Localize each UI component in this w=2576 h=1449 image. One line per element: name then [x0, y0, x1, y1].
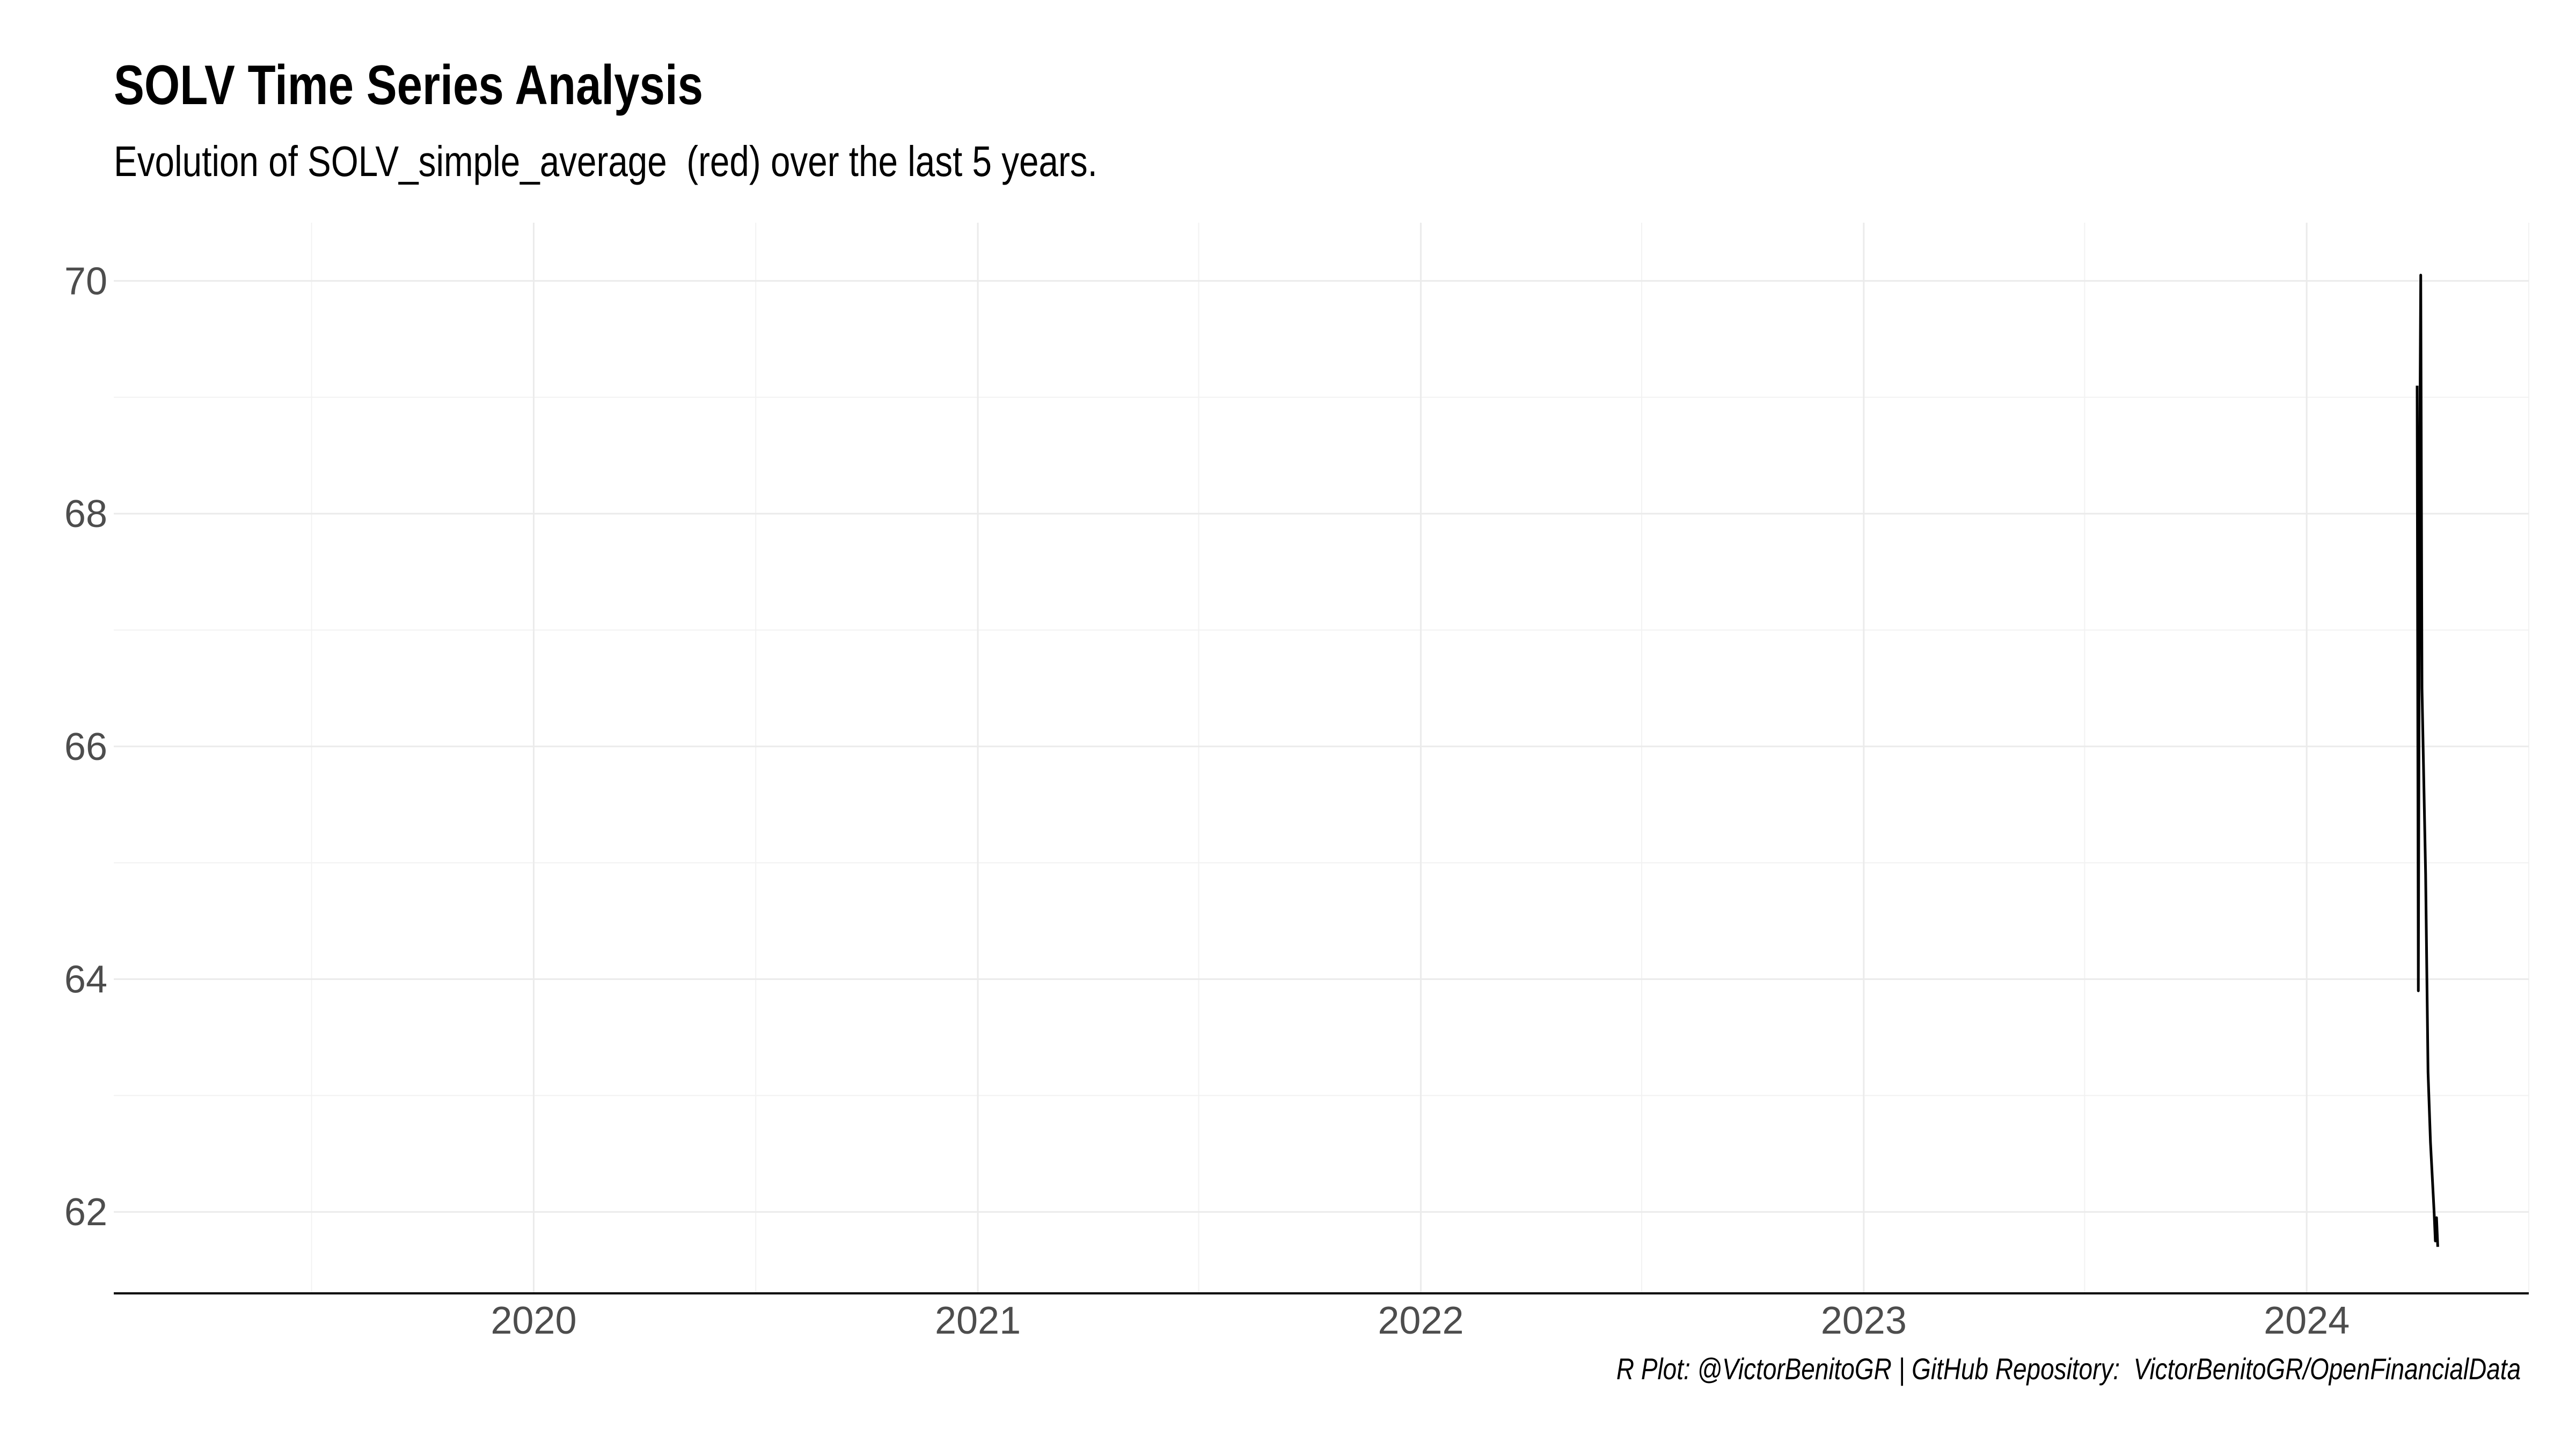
- chart-title: SOLV Time Series Analysis: [114, 54, 704, 116]
- y-tick-label: 66: [64, 726, 107, 769]
- minor-gridlines: [114, 223, 2529, 1293]
- x-tick-label: 2023: [1821, 1299, 1907, 1342]
- x-tick-label: 2021: [935, 1299, 1021, 1342]
- x-tick-label: 2020: [491, 1299, 576, 1342]
- chart-subtitle: Evolution of SOLV_simple_average (red) o…: [114, 137, 1097, 185]
- series-line: [2416, 274, 2439, 1247]
- x-tick-label: 2022: [1378, 1299, 1463, 1342]
- series-lines: [2416, 274, 2439, 1247]
- x-axis-tick-labels: 2020 2021 2022 2023 2024: [491, 1299, 2350, 1342]
- y-tick-label: 68: [64, 493, 107, 536]
- y-tick-label: 70: [64, 260, 107, 303]
- y-tick-label: 64: [64, 958, 107, 1001]
- chart-caption: R Plot: @VictorBenitoGR | GitHub Reposit…: [1616, 1352, 2521, 1386]
- y-axis-tick-labels: 62 64 66 68 70: [64, 260, 107, 1234]
- x-tick-label: 2024: [2264, 1299, 2350, 1342]
- y-tick-label: 62: [64, 1191, 107, 1234]
- major-gridlines: [114, 223, 2529, 1293]
